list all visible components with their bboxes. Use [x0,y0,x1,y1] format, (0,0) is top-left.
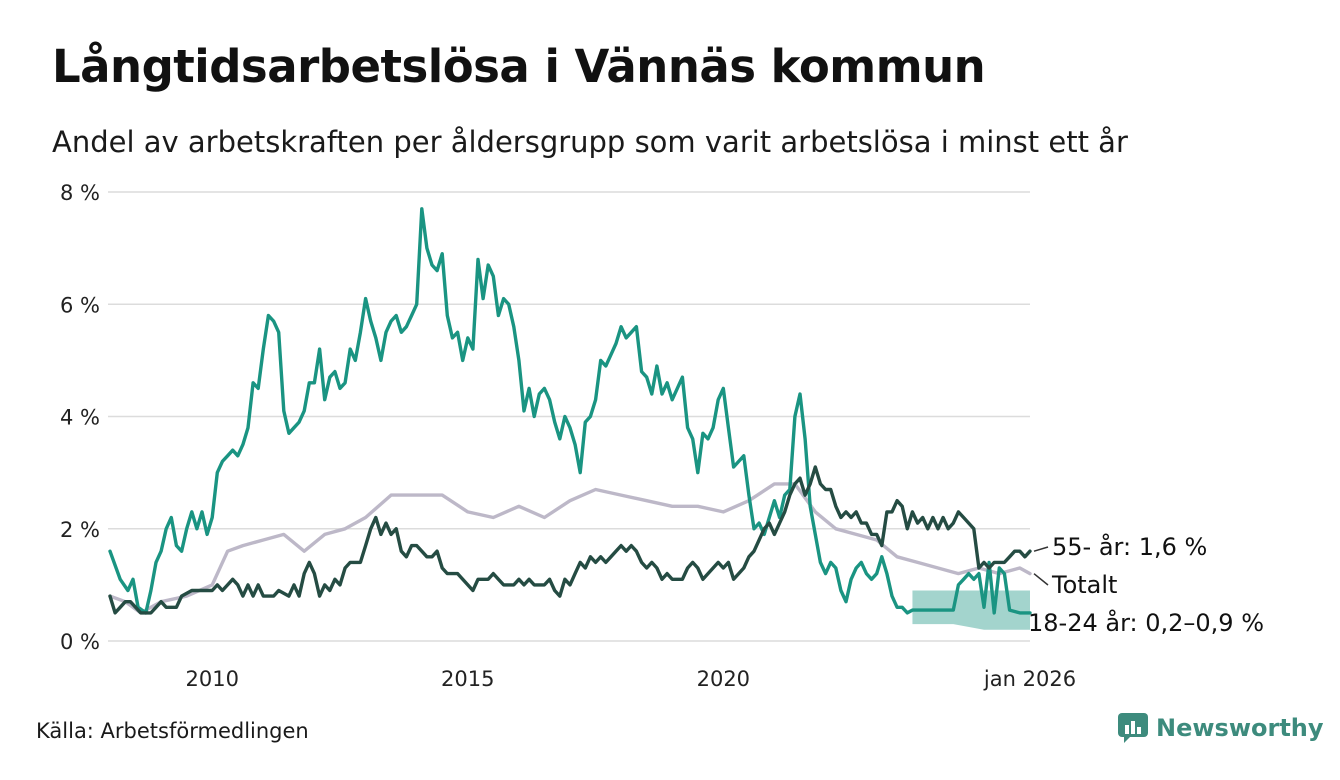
uncertainty-bands [912,590,1030,630]
brand-logo: Newsworthy [1118,713,1324,743]
newsworthy-logo-icon [1118,713,1148,743]
series-line-55- år [108,465,1032,615]
x-tick-label: jan 2026 [983,667,1076,691]
x-tick-label: 2020 [697,667,750,691]
axis-labels: 0 % 2 % 4 % 6 % 8 % 2010 2015 2020 jan 2026 [60,181,1076,691]
chart-subtitle: Andel av arbetskraften per åldersgrupp s… [52,125,1128,159]
series-label-18-24 år: 18-24 år: 0,2–0,9 % [1028,608,1264,637]
source-note: Källa: Arbetsförmedlingen [36,719,309,743]
series-label-Totalt: Totalt [1051,571,1117,599]
x-tick-label: 2015 [441,667,494,691]
brand-name: Newsworthy [1156,714,1324,742]
y-tick-label: 2 % [60,518,100,542]
y-tick-label: 8 % [60,181,100,205]
grid-lines [108,191,1030,642]
series-line-18-24 år [108,207,1032,615]
y-tick-label: 0 % [60,630,100,654]
y-tick-label: 4 % [60,406,100,430]
label-leader [1033,546,1049,552]
series-lines [108,207,1032,615]
band-18-24 år [912,590,1030,630]
series-label-55- år: 55- år: 1,6 % [1052,532,1207,561]
label-leader [1033,573,1049,586]
y-tick-label: 6 % [60,293,100,317]
chart-title: Långtidsarbetslösa i Vännäs kommun [52,40,986,93]
x-tick-label: 2010 [185,667,238,691]
series-line-Totalt [108,482,1032,615]
series-labels: Totalt 18-24 år: 0,2–0,9 % 55- år: 1,6 % [1028,532,1264,637]
